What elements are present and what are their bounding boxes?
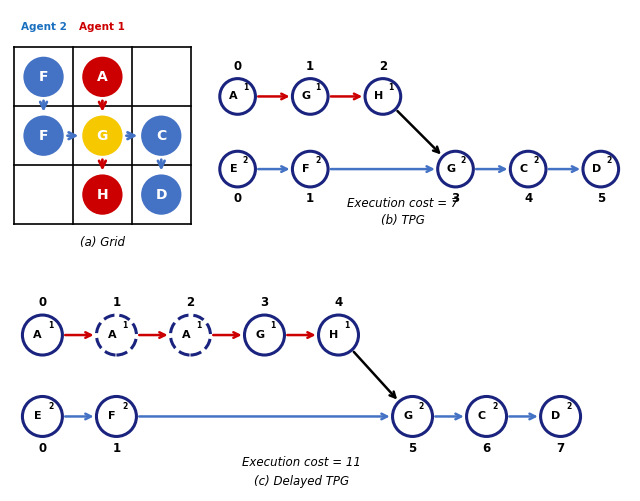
Text: 3: 3: [260, 296, 269, 309]
Circle shape: [22, 396, 62, 436]
Circle shape: [392, 396, 433, 436]
Circle shape: [438, 151, 474, 187]
Text: 1: 1: [271, 321, 276, 330]
Circle shape: [319, 315, 358, 355]
Text: 2: 2: [316, 156, 321, 165]
Text: 4: 4: [334, 296, 342, 309]
Text: 0: 0: [38, 442, 47, 455]
Text: (b) TPG: (b) TPG: [381, 214, 424, 227]
Text: 3: 3: [451, 192, 460, 205]
Text: 1: 1: [113, 296, 120, 309]
Circle shape: [22, 56, 65, 98]
Text: F: F: [302, 164, 310, 174]
Text: 2: 2: [606, 156, 611, 165]
Circle shape: [22, 315, 62, 355]
Text: F: F: [108, 411, 116, 421]
Text: 0: 0: [234, 192, 242, 205]
Text: A: A: [108, 330, 116, 340]
Circle shape: [220, 151, 255, 187]
Text: 1: 1: [196, 321, 202, 330]
Text: 1: 1: [316, 83, 321, 92]
Text: 1: 1: [306, 192, 314, 205]
Circle shape: [81, 173, 124, 216]
Circle shape: [140, 115, 182, 157]
Text: D: D: [551, 411, 561, 421]
Text: A: A: [182, 330, 190, 340]
Text: 1: 1: [344, 321, 350, 330]
Text: 1: 1: [243, 83, 248, 92]
Text: 2: 2: [186, 296, 195, 309]
Circle shape: [22, 115, 65, 157]
Text: D: D: [156, 187, 167, 201]
Text: 1: 1: [49, 321, 54, 330]
Text: Agent 2: Agent 2: [20, 22, 67, 32]
Text: 5: 5: [596, 192, 605, 205]
Text: Execution cost = 7: Execution cost = 7: [347, 197, 458, 210]
Circle shape: [365, 79, 401, 114]
Circle shape: [292, 79, 328, 114]
Circle shape: [244, 315, 284, 355]
Text: 2: 2: [493, 402, 498, 411]
Circle shape: [583, 151, 619, 187]
Circle shape: [220, 79, 255, 114]
Text: C: C: [156, 129, 166, 143]
Circle shape: [97, 396, 136, 436]
Circle shape: [140, 173, 182, 216]
Text: 1: 1: [113, 442, 120, 455]
Text: A: A: [97, 70, 108, 84]
Text: G: G: [301, 92, 310, 101]
Text: 6: 6: [483, 442, 491, 455]
Text: 1: 1: [306, 60, 314, 73]
Text: F: F: [39, 129, 48, 143]
Text: (a) Grid: (a) Grid: [80, 236, 125, 249]
Text: 0: 0: [38, 296, 47, 309]
Text: A: A: [33, 330, 42, 340]
Text: H: H: [329, 330, 339, 340]
Text: G: G: [255, 330, 264, 340]
Text: 1: 1: [122, 321, 128, 330]
Circle shape: [467, 396, 506, 436]
Text: 4: 4: [524, 192, 532, 205]
Text: 2: 2: [533, 156, 538, 165]
Circle shape: [292, 151, 328, 187]
Text: H: H: [97, 187, 108, 201]
Circle shape: [81, 56, 124, 98]
Text: 1: 1: [388, 83, 393, 92]
Text: E: E: [230, 164, 237, 174]
Text: F: F: [39, 70, 48, 84]
Text: 0: 0: [234, 60, 242, 73]
Text: 7: 7: [557, 442, 564, 455]
Text: 2: 2: [419, 402, 424, 411]
Text: 2: 2: [379, 60, 387, 73]
Text: G: G: [447, 164, 456, 174]
Text: E: E: [34, 411, 42, 421]
Text: 2: 2: [461, 156, 466, 165]
Text: G: G: [403, 411, 412, 421]
Text: C: C: [478, 411, 486, 421]
Text: 2: 2: [243, 156, 248, 165]
Text: (c) Delayed TPG: (c) Delayed TPG: [254, 475, 349, 488]
Circle shape: [81, 115, 124, 157]
Text: C: C: [520, 164, 528, 174]
Text: 2: 2: [122, 402, 128, 411]
Text: A: A: [229, 92, 238, 101]
Text: H: H: [374, 92, 383, 101]
Text: Execution cost = 11: Execution cost = 11: [242, 456, 361, 469]
Text: 2: 2: [49, 402, 54, 411]
Text: 2: 2: [566, 402, 572, 411]
Text: G: G: [97, 129, 108, 143]
Text: D: D: [592, 164, 601, 174]
Text: 5: 5: [408, 442, 417, 455]
Circle shape: [541, 396, 580, 436]
Circle shape: [510, 151, 546, 187]
Text: Agent 1: Agent 1: [79, 22, 125, 32]
